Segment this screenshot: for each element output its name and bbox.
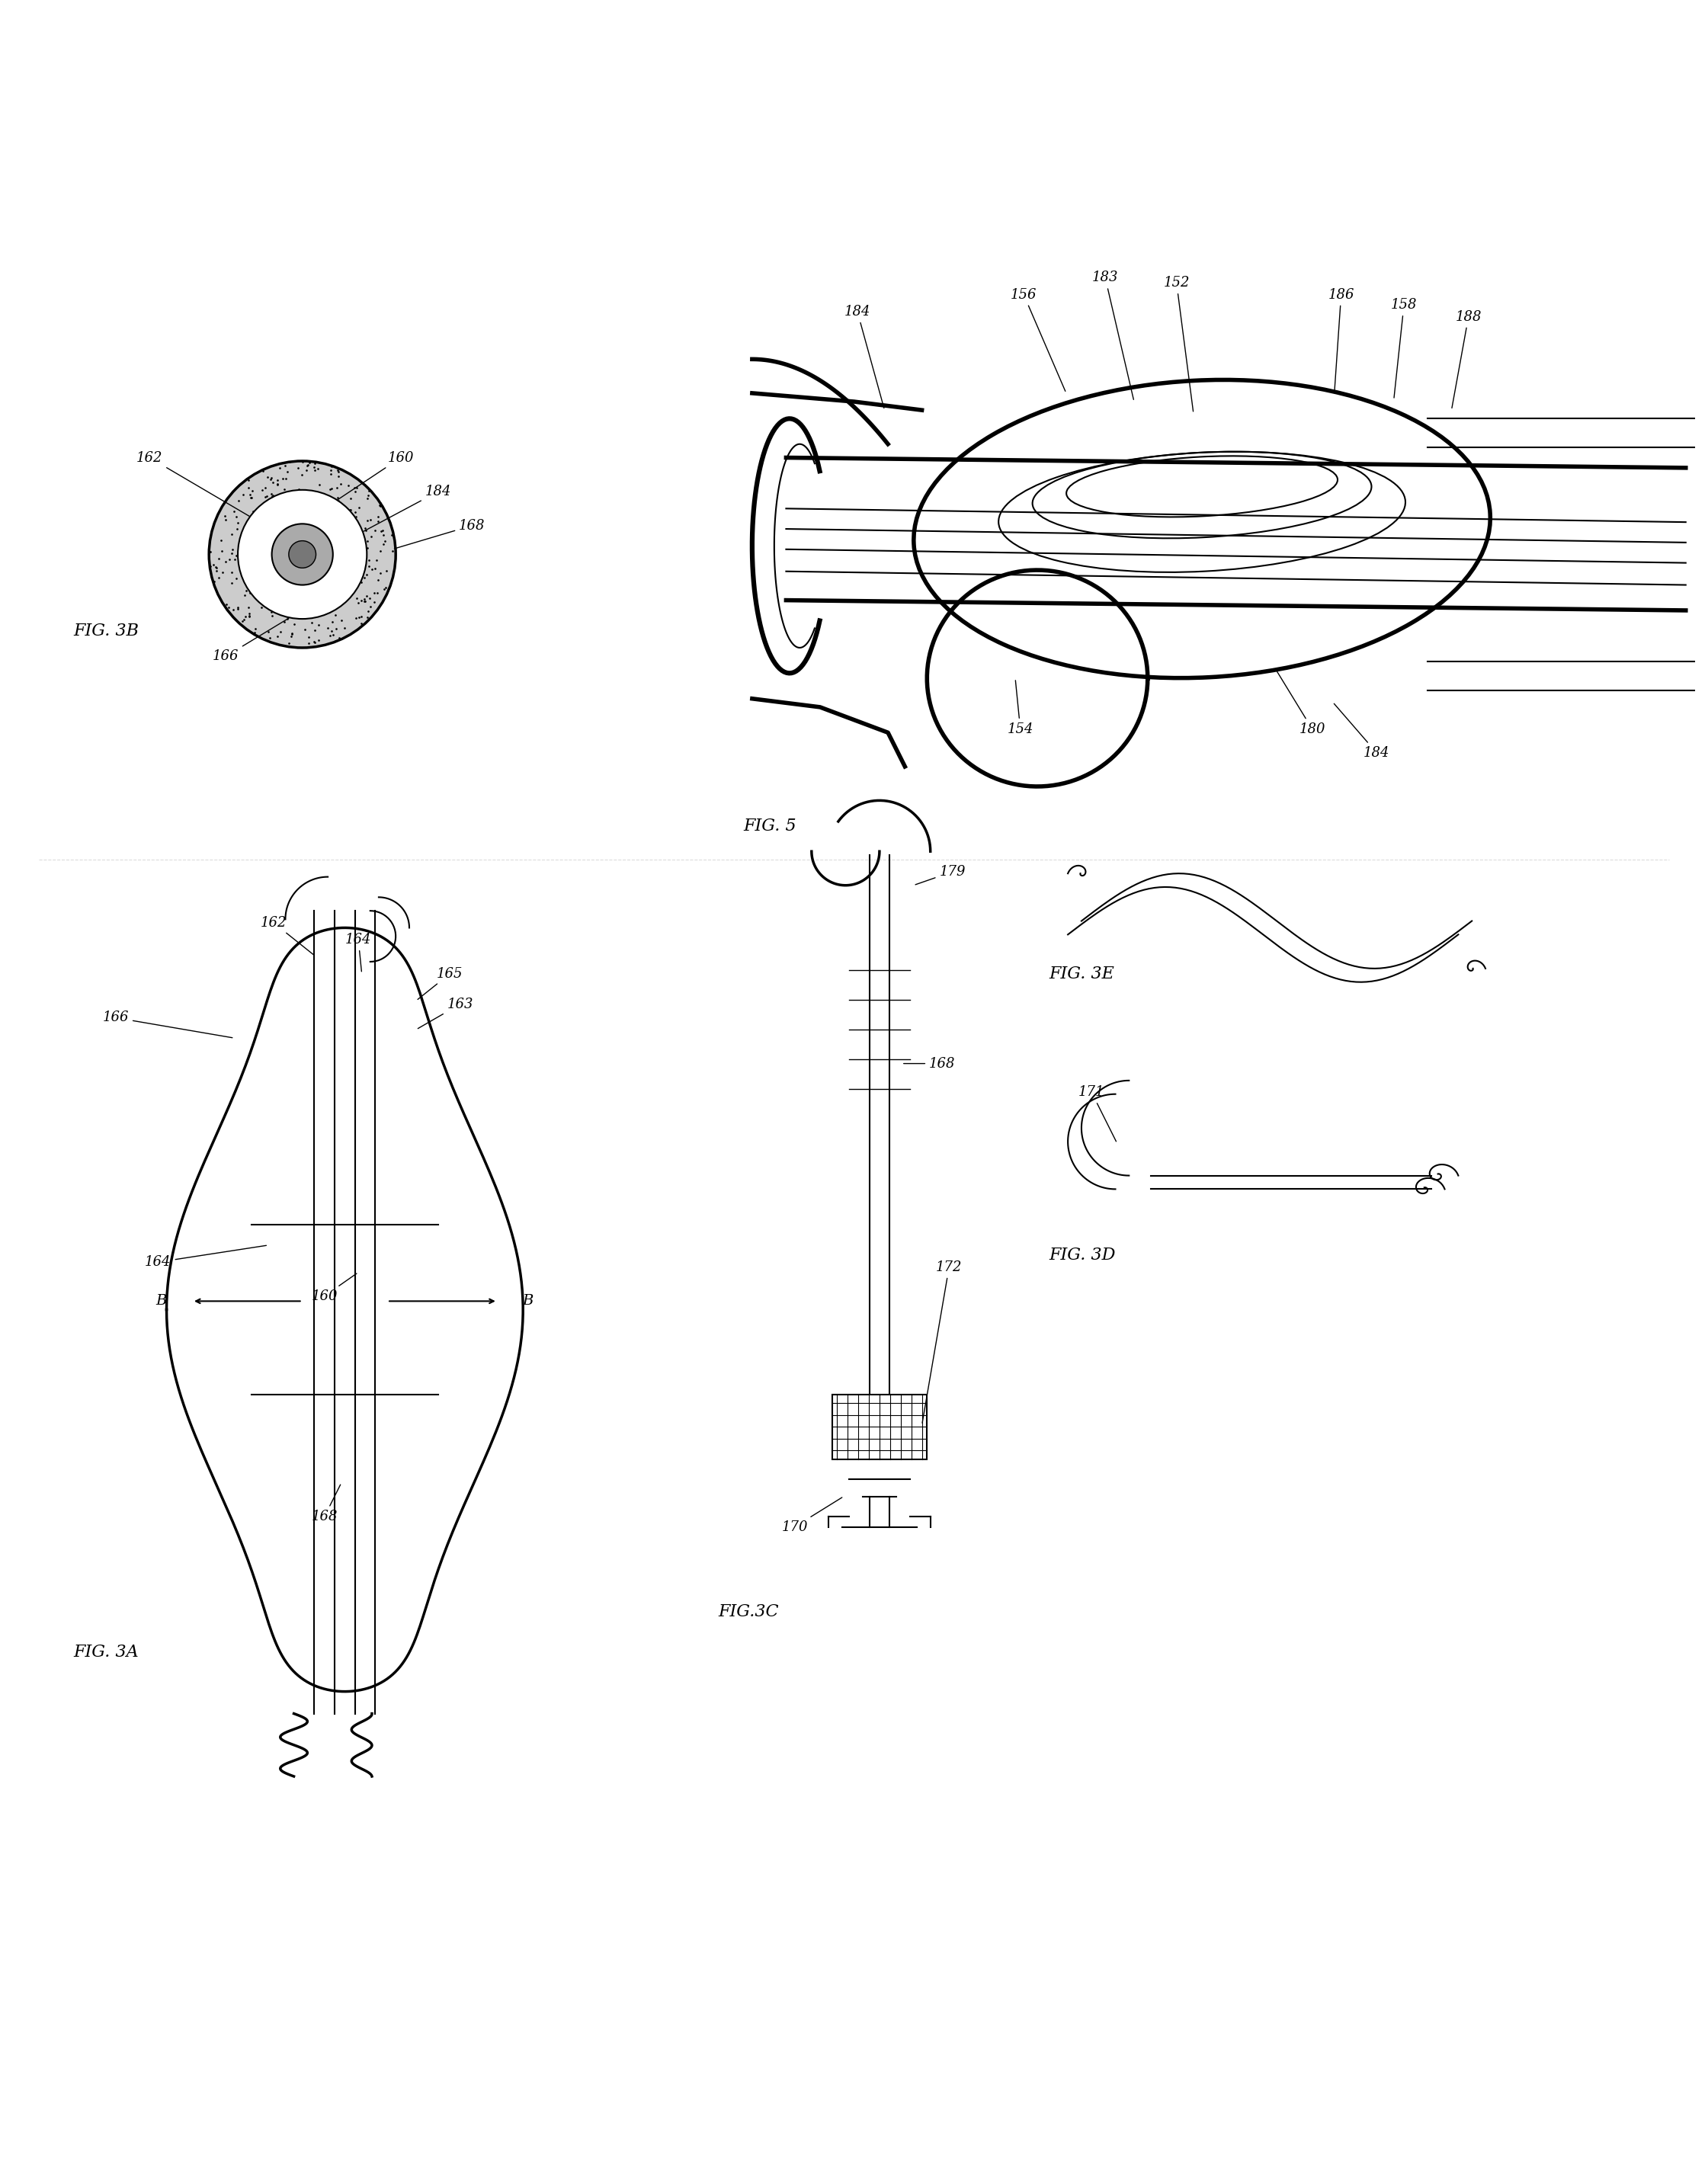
- Text: 156: 156: [1011, 287, 1066, 392]
- Text: 179: 179: [915, 865, 965, 884]
- Text: 165: 165: [418, 967, 463, 1000]
- Circle shape: [237, 490, 367, 619]
- Text: 162: 162: [260, 915, 314, 956]
- Text: 168: 168: [311, 1485, 340, 1525]
- Text: 160: 160: [311, 1274, 357, 1302]
- Text: 158: 158: [1390, 298, 1418, 399]
- Circle shape: [272, 525, 333, 586]
- Text: 152: 152: [1163, 277, 1194, 412]
- Text: 186: 186: [1329, 287, 1354, 392]
- Text: 168: 168: [395, 518, 485, 549]
- Text: 188: 188: [1452, 309, 1481, 407]
- Text: B: B: [523, 1294, 533, 1309]
- Text: 171: 171: [1078, 1085, 1115, 1141]
- Text: 164: 164: [145, 1246, 266, 1270]
- Text: 180: 180: [1276, 671, 1325, 736]
- Text: 163: 163: [418, 998, 473, 1028]
- Text: 184: 184: [844, 305, 885, 407]
- Text: FIG. 5: FIG. 5: [743, 817, 796, 834]
- Text: FIG. 3E: FIG. 3E: [1049, 965, 1115, 982]
- Text: FIG. 3B: FIG. 3B: [73, 623, 138, 638]
- Text: 170: 170: [782, 1498, 842, 1533]
- Text: 184: 184: [1334, 703, 1390, 760]
- Text: B: B: [155, 1294, 167, 1309]
- Text: 162: 162: [137, 451, 254, 518]
- Text: 166: 166: [102, 1011, 232, 1037]
- Ellipse shape: [914, 379, 1491, 677]
- Text: 166: 166: [214, 619, 289, 662]
- Text: 154: 154: [1008, 680, 1033, 736]
- Text: 184: 184: [364, 486, 451, 531]
- Text: 183: 183: [1091, 270, 1134, 399]
- Text: FIG. 3A: FIG. 3A: [73, 1644, 138, 1662]
- Text: 160: 160: [321, 451, 413, 512]
- Text: FIG. 3D: FIG. 3D: [1049, 1248, 1115, 1263]
- Bar: [832, 1394, 927, 1459]
- Polygon shape: [167, 928, 523, 1692]
- Bar: [832, 1394, 927, 1459]
- Text: 168: 168: [904, 1056, 955, 1069]
- Text: FIG.3C: FIG.3C: [717, 1603, 779, 1620]
- Text: 164: 164: [345, 932, 372, 971]
- Circle shape: [208, 462, 396, 647]
- Text: 172: 172: [922, 1261, 962, 1422]
- Circle shape: [289, 540, 316, 568]
